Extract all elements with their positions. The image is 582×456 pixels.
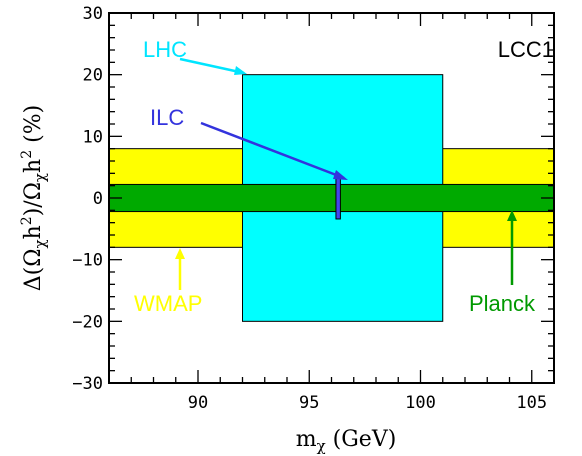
annotation-ilc-arrowhead [333, 170, 348, 180]
annotation-lhc-label: LHC [143, 37, 187, 62]
x-tick-label: 100 [405, 393, 436, 413]
region-planck [108, 183, 555, 213]
y-tick-label: 0 [93, 189, 103, 209]
axis-ticks [108, 12, 555, 384]
annotation-lhc-arrowhead [234, 66, 247, 75]
annotation-wmap: WMAP [134, 248, 202, 316]
y-tick-label: −10 [72, 251, 103, 271]
y-tick-label: 20 [83, 66, 103, 86]
annotation-planck: Planck [469, 210, 536, 316]
y-tick-label: 30 [83, 4, 103, 24]
annotation-planck-label: Planck [469, 291, 536, 316]
annotation-ilc: ILC [150, 105, 348, 180]
chart-regions [108, 74, 555, 322]
annotation-ilc-label: ILC [150, 105, 184, 130]
annotation-ilc-arrow [200, 121, 345, 180]
annotation-wmap-label: WMAP [134, 291, 202, 316]
annotation-lhc-arrow [179, 57, 245, 75]
y-tick-label: −20 [72, 312, 103, 332]
y-tick-label: −30 [72, 374, 103, 394]
corner-label: LCC1 [498, 37, 554, 62]
region-ilc [335, 176, 341, 220]
x-tick-label: 90 [188, 393, 208, 413]
y-axis-label: Δ(Ωχh2)/Ωχh2 (%) [19, 105, 49, 291]
annotation-planck-arrowhead [507, 210, 517, 221]
y-tick-label: 10 [83, 127, 103, 147]
x-axis-label: mχ (GeV) [296, 427, 397, 455]
x-tick-label: 105 [516, 393, 547, 413]
x-tick-label: 95 [299, 393, 319, 413]
annotation-wmap-arrowhead [175, 248, 185, 259]
annotation-lhc: LHC [143, 37, 247, 75]
